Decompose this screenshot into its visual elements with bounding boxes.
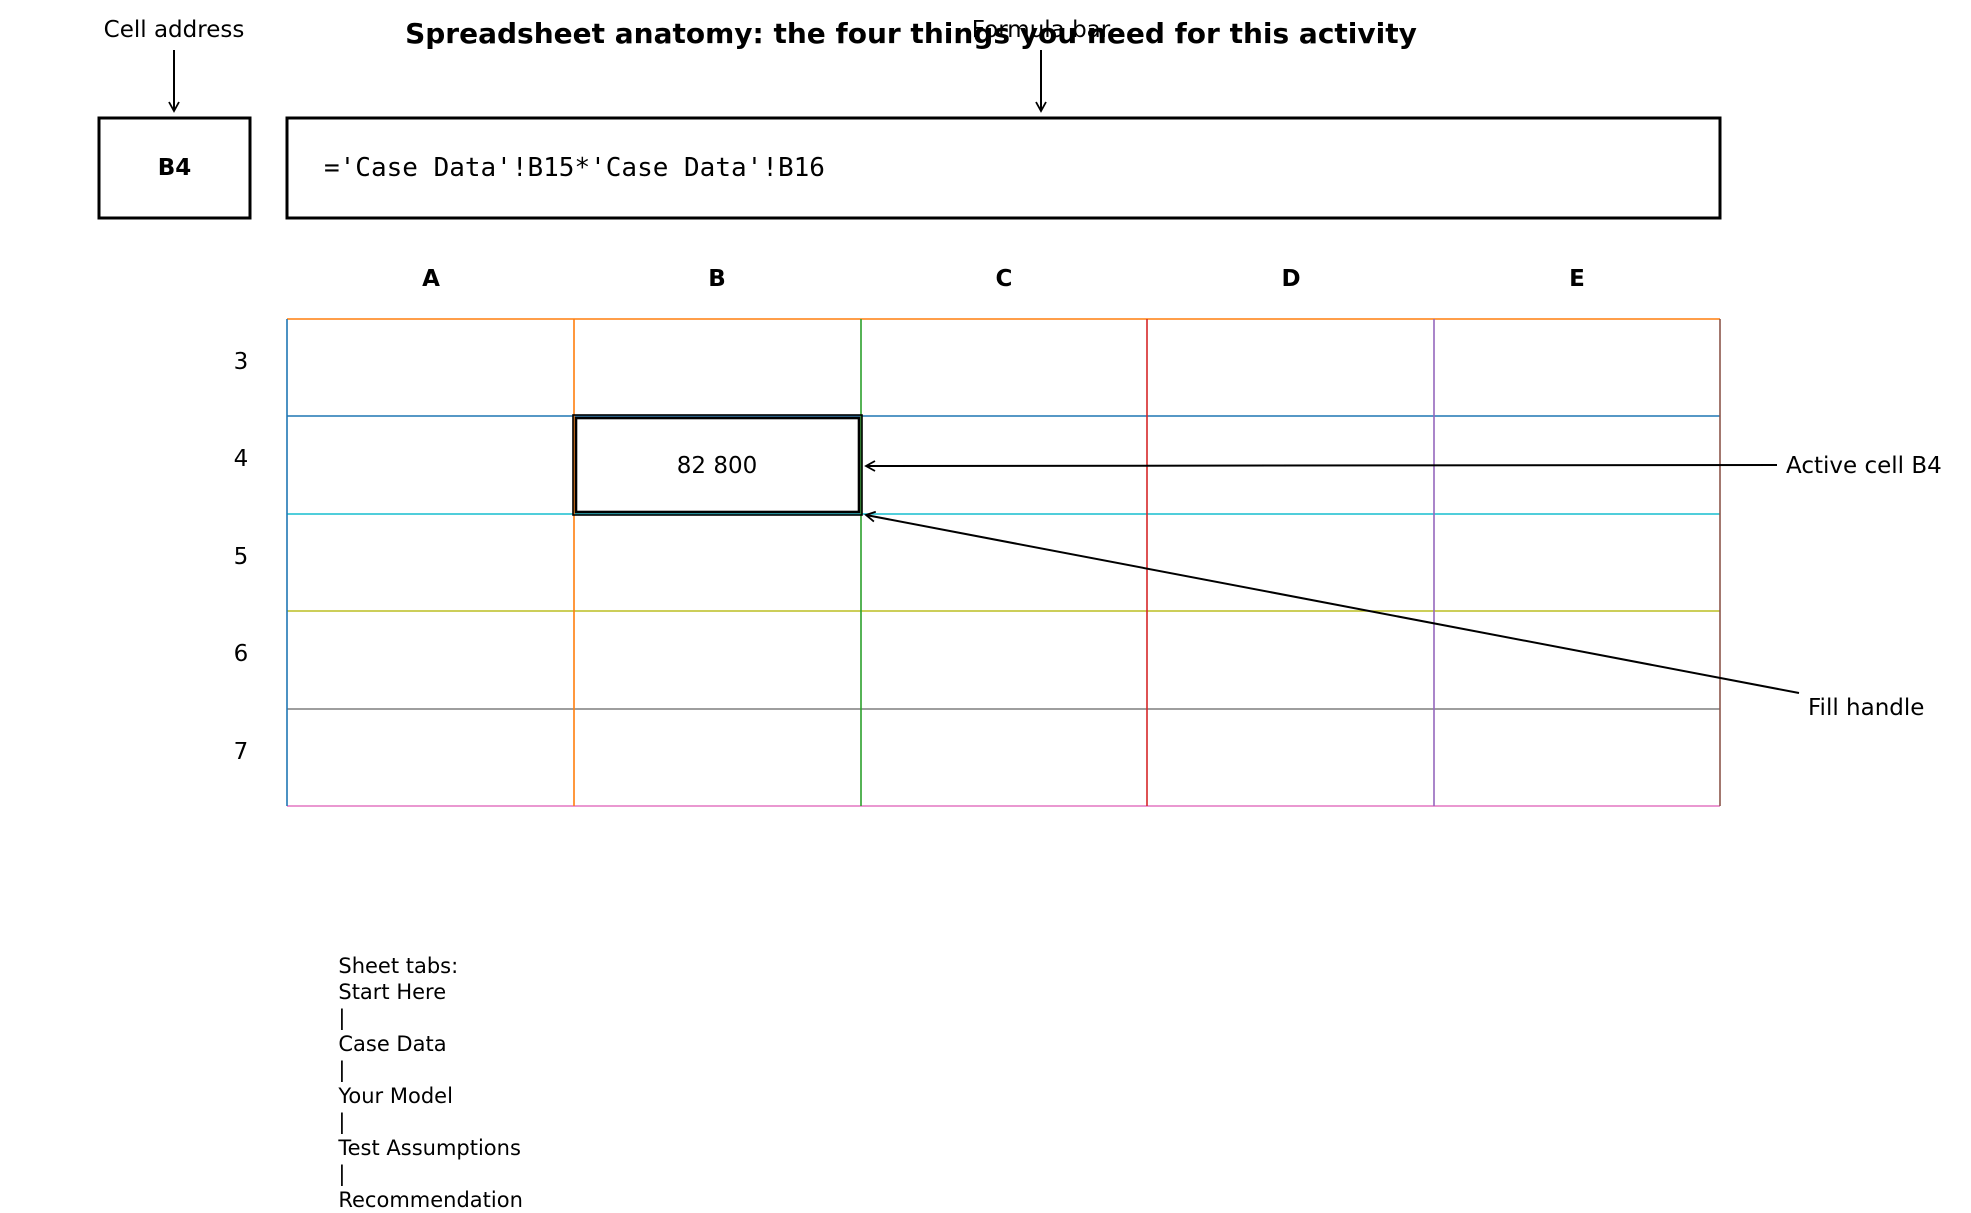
sheet-tabs-label: Sheet tabs: bbox=[338, 954, 459, 978]
formula-bar[interactable]: ='Case Data'!B15*'Case Data'!B16 bbox=[285, 116, 1722, 220]
sheet-tab-separator: | bbox=[338, 1006, 346, 1030]
formula-bar-value: ='Case Data'!B15*'Case Data'!B16 bbox=[324, 153, 825, 183]
spreadsheet-anatomy-diagram: Spreadsheet anatomy: the four things you… bbox=[97, 17, 1942, 807]
fill-handle-callout-label: Fill handle bbox=[1808, 695, 1924, 721]
column-header-e[interactable]: E bbox=[1569, 266, 1585, 292]
formula-bar-frame bbox=[285, 116, 1722, 220]
active-cell-b4[interactable]: 82 800 bbox=[572, 414, 863, 516]
formula-bar-callout-label: Formula bar bbox=[972, 17, 1111, 43]
sheet-tab-recommendation[interactable]: Recommendation bbox=[338, 1188, 523, 1212]
sheet-tab-test-assumptions[interactable]: Test Assumptions bbox=[338, 1136, 521, 1160]
fill-handle-arrow bbox=[864, 510, 1800, 694]
active-cell-arrow bbox=[864, 460, 1778, 472]
name-box[interactable]: B4 bbox=[97, 116, 252, 220]
name-box-value: B4 bbox=[158, 155, 192, 181]
sheet-tab-start-here[interactable]: Start Here bbox=[338, 980, 447, 1004]
cell-address-callout-label: Cell address bbox=[104, 17, 245, 43]
sheet-tab-your-model[interactable]: Your Model bbox=[338, 1084, 453, 1108]
active-cell-value: 82 800 bbox=[677, 453, 757, 479]
sheet-tab-separator: | bbox=[338, 1058, 346, 1082]
column-header-c[interactable]: C bbox=[996, 266, 1013, 292]
row-header-3[interactable]: 3 bbox=[234, 349, 249, 375]
row-header-4[interactable]: 4 bbox=[234, 446, 249, 472]
row-header-6[interactable]: 6 bbox=[234, 641, 249, 667]
active-cell-inner-frame bbox=[574, 416, 861, 514]
sheet-tab-separator: | bbox=[338, 1162, 346, 1186]
active-cell-callout-label: Active cell B4 bbox=[1786, 453, 1942, 479]
row-headers: 3 4 5 6 7 bbox=[234, 349, 249, 765]
sheet-tab-separator: | bbox=[338, 1110, 346, 1134]
column-headers: A B C D E bbox=[422, 266, 1585, 292]
name-box-frame bbox=[97, 116, 252, 220]
sheet-tab-case-data[interactable]: Case Data bbox=[338, 1032, 447, 1056]
row-header-7[interactable]: 7 bbox=[234, 739, 249, 765]
sheet-tabs-bar: Sheet tabs: Start Here | Case Data | You… bbox=[325, 927, 523, 1213]
active-cell-outer-frame bbox=[572, 414, 863, 516]
column-header-b[interactable]: B bbox=[708, 266, 726, 292]
cell-grid[interactable] bbox=[286, 318, 1721, 807]
column-header-a[interactable]: A bbox=[422, 266, 440, 292]
diagram-title: Spreadsheet anatomy: the four things you… bbox=[405, 17, 1417, 50]
column-header-d[interactable]: D bbox=[1281, 266, 1300, 292]
row-header-5[interactable]: 5 bbox=[234, 544, 249, 570]
